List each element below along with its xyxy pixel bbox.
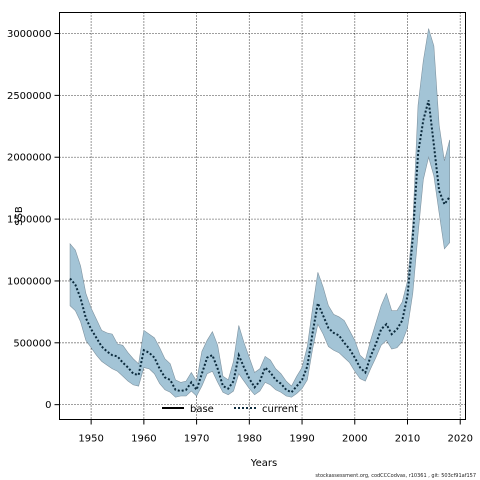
y-tick-label: 1000000 — [7, 276, 52, 287]
y-tick-label: 3000000 — [7, 29, 52, 40]
x-tick-label: 2020 — [448, 434, 473, 445]
x-axis: 1950 1960 1970 1980 1990 2000 2010 2020 — [78, 419, 473, 445]
series-current-line — [69, 100, 451, 394]
y-tick-label: 0 — [45, 400, 51, 411]
footer-credit: stockassessment.org, codCCCodvas, r10361… — [315, 473, 476, 479]
plot-frame — [59, 12, 466, 420]
y-tick-label: 500000 — [13, 338, 51, 349]
y-tick-label: 1500000 — [7, 215, 52, 226]
x-tick-label: 1990 — [289, 434, 314, 445]
y-tick-label: 2500000 — [7, 91, 52, 102]
x-tick-label: 1950 — [78, 434, 103, 445]
y-axis-title: SSB — [14, 206, 25, 226]
x-tick-label: 1980 — [237, 434, 262, 445]
legend-base-label: base — [190, 404, 214, 415]
y-axis: 0 500000 1000000 1500000 2000000 2500000 30000… — [7, 29, 60, 411]
legend-current-label: current — [262, 404, 298, 415]
x-tick-label: 2010 — [395, 434, 420, 445]
legend: base current — [162, 404, 298, 415]
confidence-band — [69, 28, 450, 398]
x-tick-label: 1970 — [184, 434, 209, 445]
x-tick-label: 2000 — [342, 434, 367, 445]
x-tick-label: 1960 — [131, 434, 156, 445]
y-tick-label: 2000000 — [7, 153, 52, 164]
x-axis-title: Years — [250, 458, 277, 469]
